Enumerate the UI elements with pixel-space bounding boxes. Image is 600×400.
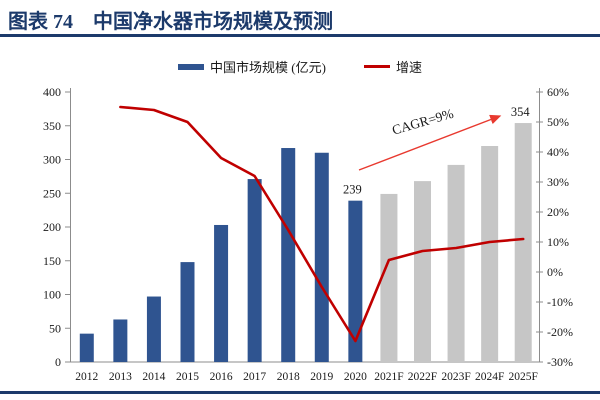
legend-label-growth: 增速: [395, 60, 422, 75]
right-axis-tick-label: -10%: [547, 295, 573, 309]
x-axis-label-2016: 2016: [210, 371, 233, 383]
right-axis-tick-label: 30%: [547, 175, 569, 189]
right-axis-tick-label: 60%: [547, 85, 569, 99]
right-axis-tick-label: 10%: [547, 235, 569, 249]
cagr-arrow: [358, 114, 502, 171]
bar-2025F: [514, 123, 532, 362]
legend-label-market-size: 中国市场规模 (亿元): [210, 60, 326, 75]
right-axis-tick-label: 0%: [547, 265, 563, 279]
cagr-annotation-label: CAGR=9%: [390, 106, 455, 138]
x-axis-label-2012: 2012: [75, 371, 98, 383]
bar-2013: [113, 319, 128, 362]
bar-2017: [247, 179, 262, 362]
left-axis-tick-label: 0: [55, 355, 61, 369]
bar-2016: [214, 224, 229, 362]
figure-title: 图表 74 中国净水器市场规模及预测: [8, 11, 333, 33]
right-axis-tick-label: -20%: [547, 325, 573, 339]
x-axis-label-2020: 2020: [344, 371, 367, 383]
bar-2014: [146, 296, 161, 362]
x-axis-label-2025F: 2025F: [509, 371, 538, 383]
growth-rate-line: [119, 105, 525, 343]
right-axis-tick-label: 50%: [547, 115, 569, 129]
left-axis-tick-label: 150: [43, 254, 61, 268]
line-series-swatch-icon: [363, 65, 390, 68]
chart-legend: 中国市场规模 (亿元) 增速: [0, 57, 600, 76]
x-axis-label-2014: 2014: [142, 371, 165, 383]
bar-2022F: [414, 181, 431, 362]
right-axis-tick-label: 20%: [547, 205, 569, 219]
bar-2015: [180, 262, 195, 362]
legend-item-growth: 增速: [363, 57, 422, 76]
x-axis-label-2023F: 2023F: [441, 371, 470, 383]
title-underline: [0, 34, 600, 37]
bar-2019: [314, 152, 329, 362]
x-axis-label-2022F: 2022F: [408, 371, 437, 383]
x-axis-label-2024F: 2024F: [475, 371, 504, 383]
bar-2012: [79, 333, 94, 362]
x-axis-label-2013: 2013: [109, 371, 132, 383]
bar-2018: [281, 148, 296, 362]
bar-2024F: [481, 146, 499, 362]
left-axis-tick-label: 400: [43, 85, 61, 99]
right-axis-tick-label: -30%: [547, 355, 573, 369]
legend-item-market-size: 中国市场规模 (亿元): [178, 57, 326, 76]
bar-data-label-2020: 239: [343, 183, 362, 197]
left-axis-tick-label: 250: [43, 186, 61, 200]
left-axis-tick-label: 100: [43, 288, 61, 302]
bar-series-swatch-icon: [178, 63, 205, 70]
right-axis-tick-label: 40%: [547, 145, 569, 159]
left-axis-tick-label: 50: [49, 321, 61, 335]
bar-2023F: [447, 164, 465, 362]
bar-2021F: [380, 193, 398, 362]
footer-rule: [0, 391, 600, 394]
x-axis-label-2015: 2015: [176, 371, 199, 383]
x-axis-label-2017: 2017: [243, 371, 266, 383]
bar-data-label-2025F: 354: [511, 105, 531, 119]
left-axis-tick-label: 200: [43, 220, 61, 234]
x-axis-label-2019: 2019: [310, 371, 333, 383]
left-axis-tick-label: 300: [43, 153, 61, 167]
x-axis-label-2021F: 2021F: [374, 371, 403, 383]
x-axis-label-2018: 2018: [277, 371, 300, 383]
left-axis-tick-label: 350: [43, 119, 61, 133]
bar-2020: [348, 200, 363, 362]
